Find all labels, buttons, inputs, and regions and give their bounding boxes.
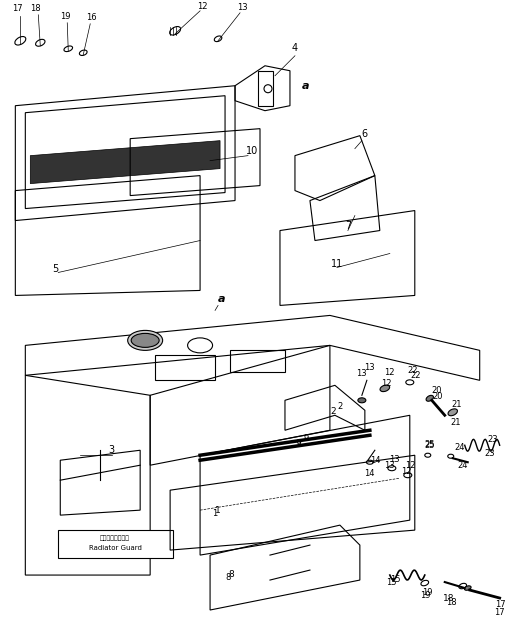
Text: 6: 6 [362, 129, 368, 139]
Text: Radiator Guard: Radiator Guard [89, 545, 141, 551]
Text: a: a [218, 294, 226, 304]
Text: 9: 9 [295, 439, 301, 448]
Text: 10: 10 [246, 146, 258, 156]
Text: 1: 1 [215, 506, 221, 515]
Text: 8: 8 [228, 570, 234, 579]
Text: 12: 12 [401, 466, 412, 476]
Text: 11: 11 [331, 259, 343, 269]
Text: 23: 23 [488, 435, 499, 444]
Text: a: a [302, 81, 310, 91]
Text: 14: 14 [370, 456, 381, 465]
Text: 2: 2 [330, 407, 336, 416]
Text: 5: 5 [52, 264, 58, 274]
Text: 18: 18 [446, 598, 457, 606]
Text: 17: 17 [12, 4, 22, 13]
Text: 18: 18 [443, 594, 454, 603]
Ellipse shape [358, 398, 366, 403]
Text: 1: 1 [212, 509, 218, 518]
Text: 21: 21 [452, 401, 462, 409]
Text: 13: 13 [389, 455, 399, 464]
Text: 7: 7 [345, 221, 351, 231]
Bar [58, 530, 173, 558]
Text: 20: 20 [433, 392, 443, 401]
Text: 3: 3 [108, 445, 114, 455]
Text: 8: 8 [226, 573, 231, 582]
Text: 13: 13 [385, 461, 395, 470]
Text: 21: 21 [450, 418, 461, 427]
Text: 17: 17 [494, 608, 505, 616]
Text: 19: 19 [60, 12, 70, 21]
Ellipse shape [380, 385, 389, 392]
Text: 20: 20 [432, 386, 442, 396]
Bar [155, 355, 215, 380]
Text: 24: 24 [455, 443, 465, 452]
Ellipse shape [426, 396, 433, 401]
Text: 12: 12 [384, 368, 394, 378]
Bar [258, 71, 273, 106]
Ellipse shape [465, 586, 471, 590]
Ellipse shape [128, 330, 163, 350]
Text: 9: 9 [303, 434, 309, 443]
Text: ラジエータガード: ラジエータガード [100, 536, 130, 541]
Ellipse shape [448, 409, 457, 415]
Text: 13: 13 [364, 363, 374, 373]
Text: 15: 15 [390, 575, 400, 584]
Text: 13: 13 [357, 369, 367, 378]
Text: 17: 17 [495, 600, 505, 609]
Text: 18: 18 [30, 4, 41, 13]
Text: 4: 4 [292, 43, 298, 53]
Text: 12: 12 [405, 461, 416, 470]
Text: 19: 19 [422, 588, 432, 597]
Text: 22: 22 [410, 371, 421, 380]
Text: 23: 23 [484, 448, 495, 458]
Text: 25: 25 [425, 440, 435, 449]
Ellipse shape [131, 333, 159, 347]
Text: 14: 14 [364, 469, 374, 478]
Text: 22: 22 [408, 366, 418, 375]
Text: 2: 2 [337, 402, 342, 411]
Text: 15: 15 [387, 578, 397, 587]
Text: 12: 12 [382, 379, 392, 388]
Text: 24: 24 [457, 461, 468, 470]
Text: 16: 16 [86, 13, 97, 22]
Text: 12: 12 [197, 2, 207, 11]
Text: 19: 19 [421, 590, 431, 600]
Polygon shape [30, 141, 220, 183]
Bar [230, 350, 285, 373]
Text: 13: 13 [236, 3, 247, 12]
Text: 25: 25 [424, 441, 435, 450]
